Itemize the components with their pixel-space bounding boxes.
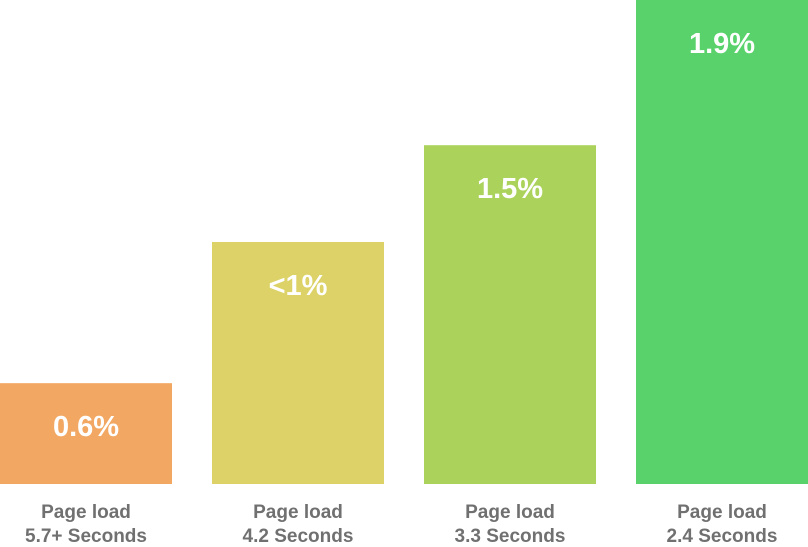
category-label-1-line-2: 5.7+ Seconds [25,526,147,547]
bars-group [0,0,808,484]
category-label-2-line-2: 4.2 Seconds [243,526,354,547]
bar-4 [636,0,808,484]
bar-value-label-2: <1% [269,270,328,302]
category-label-3-line-1: Page load [465,502,555,523]
bar-1 [0,383,172,484]
category-label-4-line-2: 2.4 Seconds [667,526,778,547]
bar-2 [212,242,384,484]
bar-value-label-1: 0.6% [53,411,119,443]
category-label-2-line-1: Page load [253,502,343,523]
bar-value-label-3: 1.5% [477,173,543,205]
category-label-1-line-1: Page load [41,502,131,523]
bar-value-label-4: 1.9% [689,28,755,60]
category-label-3-line-2: 3.3 Seconds [455,526,566,547]
bar-3 [424,145,596,484]
category-label-4-line-1: Page load [677,502,767,523]
category-labels-group: Page load 5.7+ Seconds Page load 4.2 Second… [25,502,777,547]
data-labels-group: 0.6% <1% 1.5% 1.9% [53,28,755,443]
